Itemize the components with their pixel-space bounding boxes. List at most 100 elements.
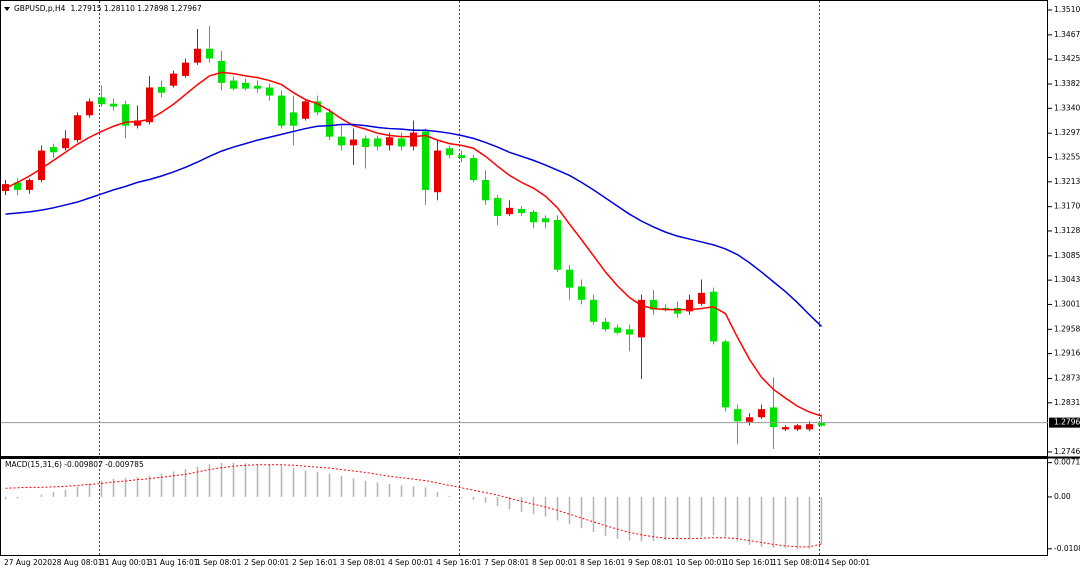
candle-body	[290, 112, 297, 126]
candle-body	[542, 218, 549, 223]
candle-body	[326, 112, 333, 137]
candle-body	[146, 87, 153, 123]
x-tick-label: 1 Sep 08:01	[196, 558, 242, 567]
candle-body	[50, 147, 57, 153]
candle-body	[170, 73, 177, 86]
y-tick-label: 1.30010	[1054, 299, 1080, 308]
candle-body	[530, 211, 537, 223]
x-tick-label: 10 Sep 16:01	[724, 558, 774, 567]
candle-body	[386, 137, 393, 146]
y-tick-label: 1.31700	[1054, 202, 1080, 211]
candle-body	[626, 329, 633, 335]
y-tick-label: 1.29580	[1054, 324, 1080, 333]
y-tick-label: -0.01081	[1054, 544, 1080, 553]
candle-body	[206, 48, 213, 59]
candle-body	[554, 219, 561, 270]
y-tick-label: 0.00	[1054, 492, 1071, 501]
candle-body	[686, 299, 693, 312]
candle-body	[194, 48, 201, 63]
candle-body	[242, 82, 249, 89]
candle-body	[470, 158, 477, 181]
x-tick-label: 4 Sep 00:01	[388, 558, 434, 567]
x-tick-label: 14 Sep 00:01	[820, 558, 870, 567]
x-tick-label: 28 Aug 08:01	[52, 558, 103, 567]
current-price-label: 1.27967	[1054, 418, 1080, 427]
y-tick-label: 1.27460	[1054, 447, 1080, 456]
candle-body	[362, 138, 369, 148]
candle-body	[518, 208, 525, 214]
candle-body	[566, 269, 573, 288]
candle-body	[314, 101, 321, 113]
candle-body	[266, 87, 273, 96]
candle-body	[98, 97, 105, 105]
collapse-arrow[interactable]	[4, 7, 10, 11]
symbol-header: GBPUSD,p,H4 1.27915 1.28110 1.27898 1.279…	[14, 4, 202, 13]
x-tick-label: 9 Sep 08:01	[628, 558, 674, 567]
candle-body	[650, 299, 657, 310]
y-tick-label: 1.32550	[1054, 152, 1080, 161]
period-separators	[99, 1, 820, 555]
candle-body	[782, 427, 789, 430]
x-tick-label: 2 Sep 00:01	[244, 558, 290, 567]
candle-body	[350, 139, 357, 146]
y-tick-label: 1.32970	[1054, 128, 1080, 137]
y-tick-label: 1.28310	[1054, 398, 1080, 407]
y-tick-label: 1.34250	[1054, 54, 1080, 63]
candle-body	[578, 286, 585, 300]
candle-body	[410, 132, 417, 147]
candle-body	[122, 104, 129, 126]
y-tick-label: 1.30430	[1054, 275, 1080, 284]
candle-body	[458, 155, 465, 159]
y-tick-label: 0.007134	[1054, 458, 1080, 467]
candle-body	[230, 80, 237, 89]
candle-body	[434, 150, 441, 193]
x-tick-label: 7 Sep 08:01	[484, 558, 530, 567]
candle-body	[734, 409, 741, 422]
candle-body	[62, 138, 69, 149]
candle-body	[446, 148, 453, 156]
moving-average	[5, 71, 822, 417]
candle-body	[482, 180, 489, 201]
candle-body	[86, 101, 93, 116]
candle-body	[38, 150, 45, 181]
candle-body	[710, 291, 717, 342]
candle-body	[422, 131, 429, 190]
y-tick-label: 1.33400	[1054, 103, 1080, 112]
candle-body	[278, 95, 285, 126]
candle-body	[638, 299, 645, 338]
candle-body	[758, 409, 765, 418]
x-tick-label: 31 Aug 00:01	[100, 558, 151, 567]
y-tick-label: 1.35100	[1054, 5, 1080, 14]
candle-body	[74, 115, 81, 141]
candle-body	[302, 101, 309, 119]
y-tick-label: 1.28730	[1054, 373, 1080, 382]
candle-body	[722, 341, 729, 408]
x-tick-label: 10 Sep 00:01	[676, 558, 726, 567]
macd-title: MACD(15,31,6) -0.009807 -0.009785	[5, 460, 144, 469]
candle-body	[110, 103, 117, 107]
candle-body	[338, 136, 345, 146]
ohlc-values: 1.27915 1.28110 1.27898 1.27967	[70, 4, 201, 13]
y-tick-label: 1.30850	[1054, 251, 1080, 260]
signal-line	[5, 464, 822, 548]
x-tick-label: 2 Sep 16:01	[292, 558, 338, 567]
candle-body	[590, 299, 597, 322]
candle-body	[398, 138, 405, 147]
candle-body	[818, 422, 825, 426]
y-tick-label: 1.31280	[1054, 226, 1080, 235]
moving-average	[5, 123, 823, 327]
candle-body	[662, 307, 669, 310]
candle-body	[494, 197, 501, 216]
candle-body	[746, 417, 753, 422]
candle-body	[794, 425, 801, 430]
candle-body	[182, 62, 189, 76]
x-tick-label: 27 Aug 2020	[4, 558, 52, 567]
candle-body	[26, 180, 33, 190]
candle-body	[506, 207, 513, 215]
symbol-title: GBPUSD,p,H4	[14, 4, 66, 13]
candle-body	[806, 424, 813, 430]
x-tick-label: 8 Sep 00:01	[532, 558, 578, 567]
